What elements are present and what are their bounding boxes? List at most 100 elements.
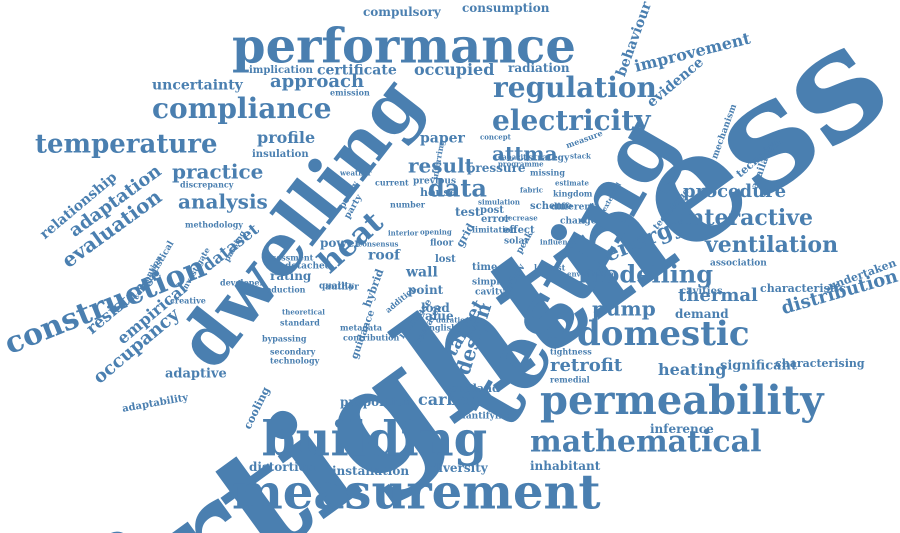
cloud-word-characterising: characterising <box>775 356 865 370</box>
cloud-word-fabric: fabric <box>520 185 544 195</box>
cloud-word-load: load <box>421 301 450 316</box>
cloud-word-consensus: consensus <box>358 239 399 249</box>
cloud-word-technology: technology <box>270 355 320 366</box>
cloud-word-regulation: regulation <box>493 71 657 105</box>
cloud-word-distortion: distortion <box>249 460 316 475</box>
cloud-word-detached: detached <box>285 261 332 272</box>
cloud-word-pump: pump <box>592 296 656 321</box>
cloud-word-building: building <box>262 411 488 468</box>
cloud-word-author: author <box>325 282 359 293</box>
cloud-word-england: england <box>450 381 500 395</box>
cloud-word-performance: performance <box>232 18 576 75</box>
cloud-word-modelling: modelling <box>578 259 714 289</box>
cloud-word-simple: simple <box>472 277 506 288</box>
cloud-word-programme: programme <box>498 159 544 169</box>
cloud-word-solar: solar <box>504 236 530 247</box>
cloud-word-occupied: occupied <box>414 59 495 79</box>
cloud-word-data: data <box>428 173 487 203</box>
cloud-word-electricity: electricity <box>492 104 651 138</box>
cloud-word-error: error <box>481 213 510 225</box>
cloud-word-stack: stack <box>570 151 591 161</box>
cloud-word-contribution: contribution <box>343 332 400 343</box>
cloud-word-assessment: assessment <box>262 252 314 263</box>
cloud-word-adaptability: adaptability <box>121 392 190 415</box>
cloud-word-theoretical: theoretical <box>282 307 325 317</box>
cloud-word-significant: significant <box>720 358 797 374</box>
cloud-word-standard: standard <box>280 317 320 328</box>
cloud-word-remedial: remedial <box>550 374 590 385</box>
cloud-word-limitation: limitation <box>472 224 517 235</box>
cloud-word-different: different <box>551 202 595 213</box>
cloud-word-current: current <box>375 177 409 188</box>
cloud-word-value: value <box>418 309 454 324</box>
cloud-word-consumption: consumption <box>462 1 550 16</box>
cloud-word-lost: lost <box>435 253 456 265</box>
cloud-word-installation: installation <box>332 464 410 479</box>
cloud-word-retrofit: retrofit <box>550 355 623 377</box>
cloud-word-compliance: compliance <box>152 92 332 126</box>
cloud-word-certificate: certificate <box>317 62 397 79</box>
cloud-word-interactive: interactive <box>680 204 814 231</box>
cloud-word-association: association <box>710 258 767 269</box>
cloud-word-ventilation: ventilation <box>705 231 839 258</box>
cloud-word-radiation: radiation <box>508 61 570 76</box>
cloud-word-measurement: measurement <box>232 464 601 521</box>
cloud-word-influence: influence <box>540 237 577 247</box>
cloud-word-analysis: analysis <box>178 189 268 214</box>
cloud-word-procedure: procedure <box>683 181 787 203</box>
cloud-word-rating: rating <box>270 269 312 284</box>
cloud-word-implication: implication <box>249 64 313 76</box>
cloud-word-bypassing: bypassing <box>262 333 307 344</box>
cloud-word-simulation: simulation <box>478 197 520 207</box>
cloud-word-practice: practice <box>172 159 264 184</box>
cloud-word-heating: heating <box>658 359 727 379</box>
cloud-word-test: test <box>455 205 481 220</box>
cloud-word-post: post <box>480 204 504 216</box>
cloud-word-estimate: estimate <box>555 178 589 188</box>
cloud-word-emission: emission <box>330 87 370 98</box>
cloud-word-wall: wall <box>406 264 438 281</box>
cloud-word-compulsory: compulsory <box>363 5 441 20</box>
cloud-word-time: time <box>472 261 498 273</box>
cloud-word-inhabitant: inhabitant <box>530 459 601 474</box>
cloud-word-cavities: cavities <box>680 285 723 297</box>
cloud-word-effect: effect <box>503 224 535 236</box>
cloud-word-environment: environment <box>567 269 617 279</box>
cloud-word-reduction: reduction <box>262 284 306 295</box>
cloud-word-concept: concept <box>480 132 511 142</box>
cloud-word-permeability: permeability <box>540 377 824 425</box>
cloud-word-creative: creative <box>170 295 206 306</box>
cloud-word-scheme: scheme <box>530 200 573 212</box>
cloud-word-missing: missing <box>530 167 565 178</box>
cloud-word-mathematical: mathematical <box>530 424 762 460</box>
cloud-word-floor: floor <box>430 238 454 249</box>
cloud-word-roof: roof <box>368 247 401 264</box>
cloud-word-adaptive: adaptive <box>165 366 227 382</box>
cloud-word-pressure: pressure <box>467 161 526 176</box>
cloud-word-tightness: tightness <box>550 346 592 357</box>
cloud-word-approach: approach <box>270 71 365 93</box>
cloud-word-kingdom: kingdom <box>553 188 593 199</box>
cloud-word-previous: previous <box>413 176 457 187</box>
cloud-word-carbon: carbon <box>418 389 481 409</box>
cloud-word-paper: paper <box>420 130 465 147</box>
cloud-word-diversity: diversity <box>430 461 488 476</box>
cloud-word-interior: interior <box>388 228 419 238</box>
cloud-word-change: change <box>560 216 597 227</box>
cloud-word-methodology: methodology <box>185 219 243 230</box>
cloud-word-result: result <box>408 153 474 178</box>
cloud-word-insulation: insulation <box>252 148 309 160</box>
cloud-word-cavity: cavity <box>475 287 505 298</box>
cloud-word-english: english <box>424 322 457 333</box>
cloud-word-point: point <box>408 283 444 298</box>
cloud-word-secondary: secondary <box>270 346 316 357</box>
cloud-word-largest: largest <box>534 262 566 273</box>
cloud-word-thermal: thermal <box>678 285 758 307</box>
cloud-word-domestic: domestic <box>577 314 750 355</box>
cloud-word-capacity: capacity <box>498 152 531 162</box>
cloud-word-quantifying: quantifying <box>453 411 512 422</box>
cloud-word-metadata: metadata <box>340 322 383 333</box>
cloud-word-developer: developer <box>220 277 264 288</box>
cloud-word-weather: weather <box>340 168 372 178</box>
